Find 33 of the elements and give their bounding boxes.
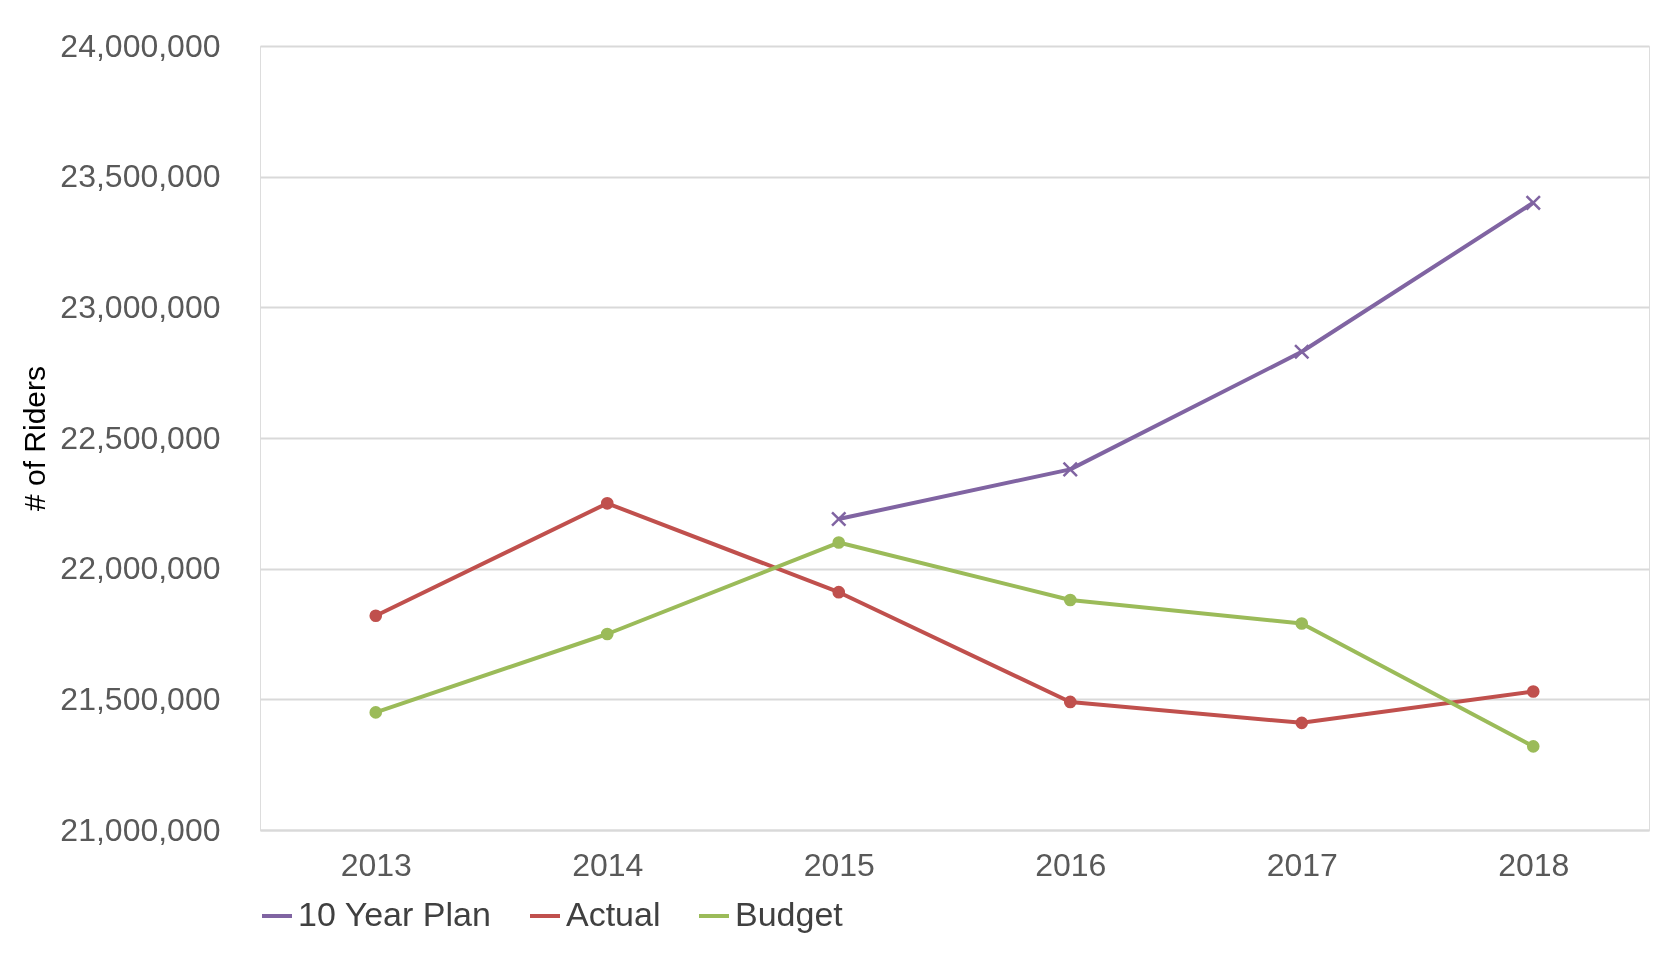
- y-tick-label: 23,000,000: [60, 288, 221, 325]
- point: [1063, 695, 1077, 709]
- y-tick-label: 23,500,000: [60, 158, 221, 195]
- point: [1295, 716, 1309, 730]
- point: [369, 609, 383, 623]
- y-tick-label: 24,000,000: [60, 27, 221, 64]
- legend-label: 10 Year Plan: [298, 895, 491, 933]
- point: [600, 627, 614, 641]
- x-tick-label: 2017: [1266, 846, 1338, 883]
- point: [1526, 740, 1540, 753]
- point: [600, 497, 614, 510]
- x-tick-label: 2013: [340, 846, 412, 883]
- point: [1525, 194, 1542, 211]
- point: [1062, 461, 1079, 478]
- y-tick-label: 22,000,000: [60, 550, 221, 587]
- x-tick-label: 2018: [1498, 846, 1570, 883]
- legend-label: Budget: [735, 895, 844, 933]
- point: [830, 511, 847, 527]
- point: [832, 536, 846, 549]
- y-axis-title: # of Riders: [17, 365, 51, 512]
- x-tick-label: 2015: [803, 846, 875, 883]
- x-tick-label: 2016: [1035, 846, 1107, 883]
- point: [1293, 343, 1310, 360]
- point: [1526, 685, 1540, 698]
- y-tick-label: 22,500,000: [60, 419, 221, 456]
- legend-label: Actual: [566, 895, 661, 933]
- point: [1295, 617, 1309, 630]
- y-tick-label: 21,500,000: [60, 680, 221, 717]
- point: [369, 706, 383, 719]
- y-tick-label: 21,000,000: [60, 811, 221, 848]
- x-tick-label: 2014: [572, 846, 644, 883]
- point: [1063, 593, 1077, 607]
- point: [832, 585, 846, 599]
